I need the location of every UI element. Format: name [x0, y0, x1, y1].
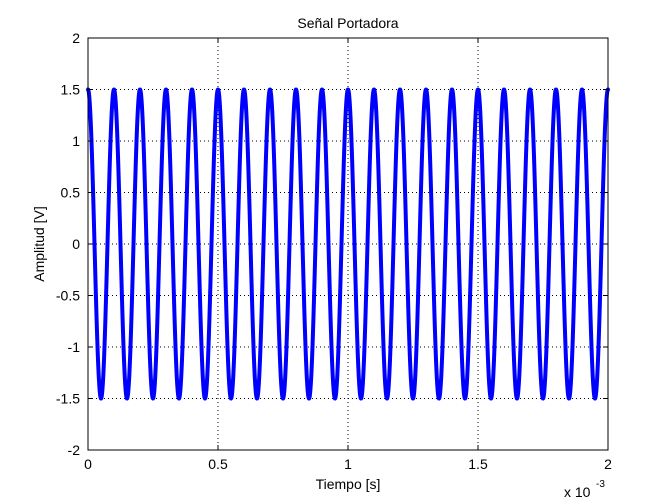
x-tick-label: 1.5	[468, 456, 488, 472]
chart-title: Señal Portadora	[297, 15, 398, 31]
series-layer	[86, 87, 610, 401]
y-tick-label: -1	[68, 339, 81, 355]
x-scale-multiplier: x 10	[564, 484, 591, 500]
x-scale-exponent: -3	[596, 479, 605, 490]
x-tick-label: 2	[604, 456, 612, 472]
y-tick-labels: -2 -1.5 -1 -0.5 0 0.5 1 1.5 2	[56, 30, 80, 458]
carrier-signal-line	[86, 87, 610, 401]
y-tick-label: -2	[68, 442, 81, 458]
y-tick-label: 0.5	[61, 185, 81, 201]
x-tick-labels: 0 0.5 1 1.5 2	[84, 456, 612, 472]
y-axis-label: Amplitud [V]	[31, 206, 47, 281]
y-tick-label: 2	[72, 30, 80, 46]
x-tick-label: 0.5	[208, 456, 228, 472]
y-tick-label: -1.5	[56, 391, 80, 407]
axis-ticks	[87, 37, 609, 451]
y-tick-label: 0	[72, 236, 80, 252]
x-axis-label: Tiempo [s]	[316, 476, 381, 492]
x-tick-label: 0	[84, 456, 92, 472]
y-tick-label: -0.5	[56, 288, 80, 304]
y-tick-label: 1	[72, 133, 80, 149]
y-tick-label: 1.5	[61, 82, 81, 98]
x-tick-label: 1	[344, 456, 352, 472]
